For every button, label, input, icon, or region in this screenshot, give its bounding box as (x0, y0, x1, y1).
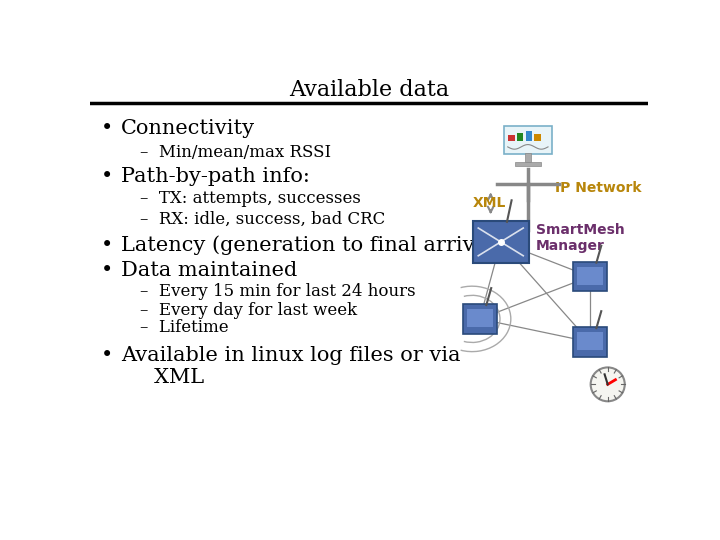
Text: –  Lifetime: – Lifetime (140, 319, 229, 336)
Bar (525, 153, 531, 163)
Text: Connectivity: Connectivity (121, 119, 255, 138)
Bar (467, 309, 493, 327)
Text: –  Every day for last week: – Every day for last week (140, 302, 358, 319)
Circle shape (590, 367, 625, 401)
Text: –  Min/mean/max RSSI: – Min/mean/max RSSI (140, 144, 331, 161)
Text: •: • (101, 236, 113, 255)
Text: •: • (101, 119, 113, 138)
Text: Latency (generation to final arrival): Latency (generation to final arrival) (121, 236, 502, 255)
Text: SmartMesh
Manager: SmartMesh Manager (536, 223, 624, 253)
Bar (526, 131, 532, 141)
Text: •: • (101, 346, 113, 365)
Text: Available in linux log files or via
     XML: Available in linux log files or via XML (121, 346, 461, 387)
Text: –  Every 15 min for last 24 hours: – Every 15 min for last 24 hours (140, 284, 416, 300)
Text: –  TX: attempts, successes: – TX: attempts, successes (140, 190, 361, 207)
Bar (534, 134, 541, 141)
Text: XML: XML (472, 197, 506, 211)
Bar (517, 133, 523, 141)
Bar (577, 267, 603, 285)
Text: •: • (101, 261, 113, 280)
Bar (515, 163, 541, 166)
FancyBboxPatch shape (573, 262, 607, 291)
Text: Data maintained: Data maintained (121, 261, 297, 280)
FancyBboxPatch shape (504, 126, 552, 154)
Bar (577, 332, 603, 350)
Text: Available data: Available data (289, 79, 449, 100)
Text: Path-by-path info:: Path-by-path info: (121, 167, 310, 186)
FancyBboxPatch shape (473, 221, 528, 262)
Bar (508, 136, 515, 141)
FancyBboxPatch shape (573, 327, 607, 356)
Text: –  RX: idle, success, bad CRC: – RX: idle, success, bad CRC (140, 211, 386, 228)
FancyBboxPatch shape (463, 304, 497, 334)
Text: IP Network: IP Network (555, 181, 642, 195)
Text: •: • (101, 167, 113, 186)
